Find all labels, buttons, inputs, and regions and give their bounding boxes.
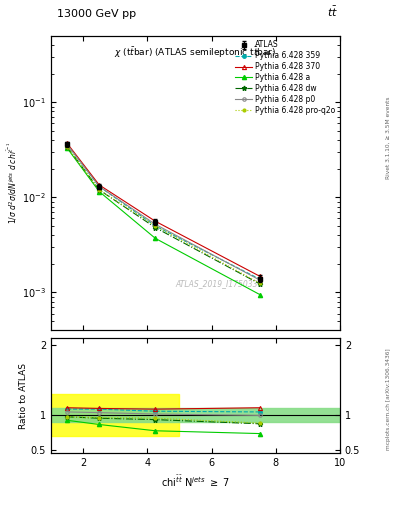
- Pythia 6.428 a: [257, 291, 262, 297]
- Pythia 6.428 pro-q2o: [257, 280, 262, 286]
- Bar: [51, 408, 340, 422]
- Text: ATLAS_2019_I1750330: ATLAS_2019_I1750330: [175, 279, 262, 288]
- Pythia 6.428 370: [153, 218, 158, 224]
- Pythia 6.428 dw: [97, 187, 102, 193]
- Pythia 6.428 pro-q2o: [153, 223, 158, 229]
- X-axis label: chi$^{\bar{t}\bar{t}}$ N$^{jets}$ $\geq$ 7: chi$^{\bar{t}\bar{t}}$ N$^{jets}$ $\geq$…: [161, 474, 230, 489]
- Pythia 6.428 a: [65, 145, 70, 151]
- Pythia 6.428 359: [153, 223, 158, 229]
- Pythia 6.428 pro-q2o: [97, 187, 102, 193]
- Pythia 6.428 dw: [65, 144, 70, 150]
- Text: Rivet 3.1.10, ≥ 3.5M events: Rivet 3.1.10, ≥ 3.5M events: [386, 97, 391, 180]
- Pythia 6.428 dw: [257, 281, 262, 287]
- Pythia 6.428 p0: [257, 277, 262, 283]
- Line: Pythia 6.428 pro-q2o: Pythia 6.428 pro-q2o: [66, 145, 261, 285]
- Pythia 6.428 370: [97, 182, 102, 188]
- Legend: ATLAS, Pythia 6.428 359, Pythia 6.428 370, Pythia 6.428 a, Pythia 6.428 dw, Pyth: ATLAS, Pythia 6.428 359, Pythia 6.428 37…: [232, 37, 338, 118]
- Pythia 6.428 p0: [97, 183, 102, 189]
- Text: $t\bar{t}$: $t\bar{t}$: [327, 5, 338, 19]
- Line: Pythia 6.428 p0: Pythia 6.428 p0: [65, 143, 261, 282]
- Text: 13000 GeV pp: 13000 GeV pp: [57, 9, 136, 19]
- Pythia 6.428 359: [257, 276, 262, 282]
- Y-axis label: Ratio to ATLAS: Ratio to ATLAS: [19, 362, 28, 429]
- Pythia 6.428 a: [153, 236, 158, 242]
- Pythia 6.428 370: [65, 140, 70, 146]
- Line: Pythia 6.428 359: Pythia 6.428 359: [65, 143, 261, 281]
- Line: Pythia 6.428 370: Pythia 6.428 370: [65, 141, 262, 279]
- Pythia 6.428 dw: [153, 225, 158, 231]
- Pythia 6.428 359: [65, 141, 70, 147]
- Bar: [51, 394, 180, 436]
- Pythia 6.428 p0: [153, 221, 158, 227]
- Y-axis label: $1 / \sigma \; d^2\sigma / d N^{jets} \; d \; chi^{\bar{t}^{-1}}$: $1 / \sigma \; d^2\sigma / d N^{jets} \;…: [6, 142, 20, 224]
- Pythia 6.428 a: [97, 188, 102, 195]
- Line: Pythia 6.428 dw: Pythia 6.428 dw: [65, 144, 262, 286]
- Text: $\chi$ (t$\bar{t}$bar) (ATLAS semileptonic t$\bar{t}$bar): $\chi$ (t$\bar{t}$bar) (ATLAS semilepton…: [114, 45, 277, 59]
- Line: Pythia 6.428 a: Pythia 6.428 a: [65, 146, 262, 296]
- Pythia 6.428 359: [97, 183, 102, 189]
- Pythia 6.428 p0: [65, 141, 70, 147]
- Text: mcplots.cern.ch [arXiv:1306.3436]: mcplots.cern.ch [arXiv:1306.3436]: [386, 349, 391, 450]
- Pythia 6.428 pro-q2o: [65, 144, 70, 150]
- Pythia 6.428 370: [257, 273, 262, 280]
